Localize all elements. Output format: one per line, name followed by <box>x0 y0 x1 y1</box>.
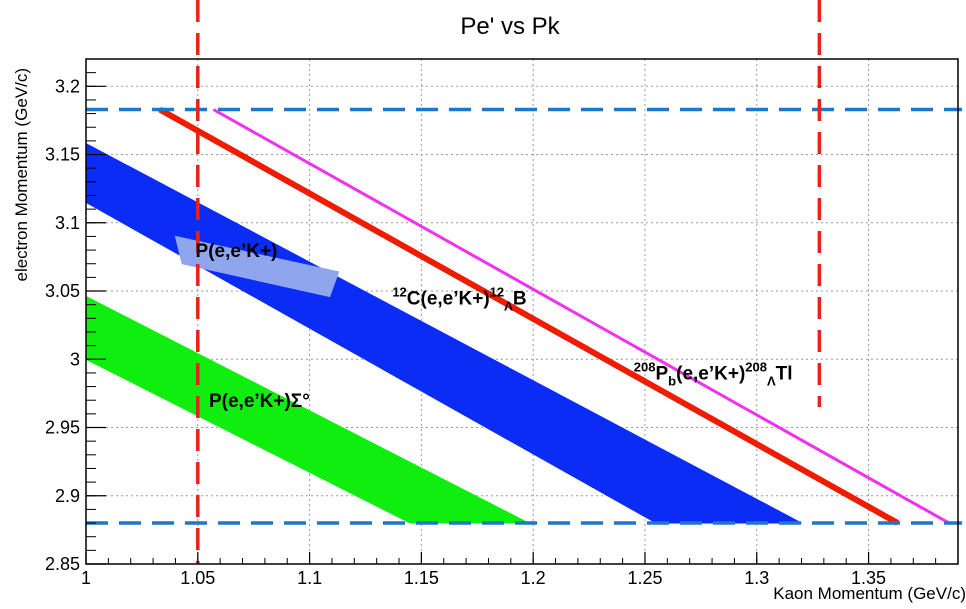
annotation-p: P(e,e’K+) <box>196 241 278 262</box>
y-tick-label: 3.05 <box>45 281 80 301</box>
x-tick-label: 1 <box>81 568 91 588</box>
annotation-c12: 12C(e,e’K+)12ΛB <box>392 285 526 314</box>
y-axis-label: electron Momentum (GeV/c) <box>12 68 31 282</box>
y-tick-label: 3.15 <box>45 145 80 165</box>
x-tick-label: 1.3 <box>744 568 769 588</box>
annotations: P(e,e’K+) P(e,e’K+)Σ° 12C(e,e’K+)12ΛB 208Pb… <box>196 241 793 412</box>
series-line-0 <box>158 106 900 526</box>
reference-lines <box>86 0 962 564</box>
band-1 <box>85 142 802 524</box>
annotation-sigma: P(e,e’K+)Σ° <box>209 391 310 412</box>
x-tick-label: 1.05 <box>180 568 215 588</box>
chart-title: Pe' vs Pk <box>460 13 560 40</box>
plot-frame <box>85 58 959 565</box>
y-tick-label: 3 <box>70 349 80 369</box>
x-tick-label: 1.2 <box>521 568 546 588</box>
y-tick-label: 3.2 <box>55 76 80 96</box>
series-lines <box>158 106 950 526</box>
x-tick-label: 1.35 <box>851 568 886 588</box>
x-tick-label: 1.25 <box>627 568 662 588</box>
x-tick-label: 1.1 <box>297 568 322 588</box>
axis-ticks: 1 1.05 1.1 1.15 1.2 1.25 1.3 1.35 2.85 2.9 2.95 3 3.… <box>45 58 959 588</box>
bands <box>85 142 802 524</box>
band-2 <box>174 235 340 298</box>
x-tick-label: 1.15 <box>404 568 439 588</box>
y-tick-label: 2.9 <box>55 486 80 506</box>
y-tick-label: 2.85 <box>45 554 80 574</box>
y-tick-label: 3.1 <box>55 213 80 233</box>
x-axis-label: Kaon Momentum (GeV/c) <box>773 584 966 603</box>
series-line-1 <box>212 108 950 525</box>
annotation-pb208: 208Pb(e,e’K+)208ΛTl <box>634 360 793 389</box>
y-tick-label: 2.95 <box>45 418 80 438</box>
